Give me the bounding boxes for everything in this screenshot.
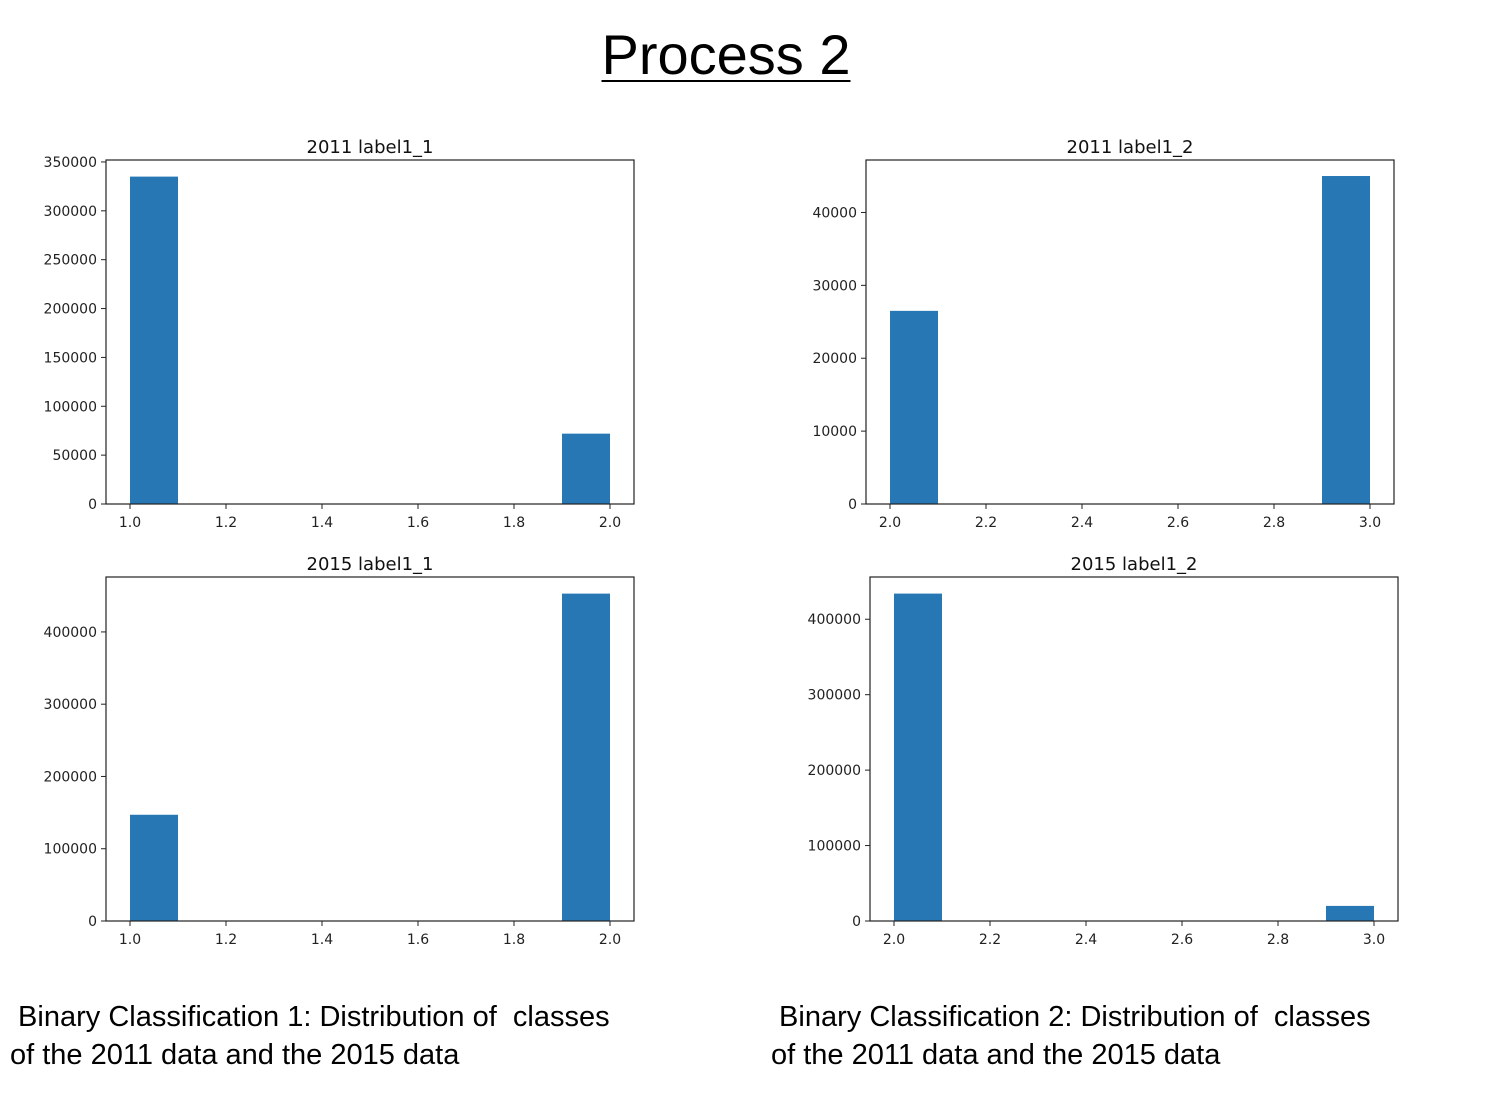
y-tick-label: 200000	[44, 302, 97, 318]
plot-frame	[105, 576, 635, 922]
y-tick-label: 50000	[52, 448, 97, 464]
y-tick-label: 300000	[44, 204, 97, 220]
y-tick-label: 40000	[812, 205, 857, 221]
caption-left-line-1: Binary Classification 1: Distribution of…	[10, 1001, 610, 1033]
x-tick-label: 2.0	[599, 515, 621, 531]
y-tick-label: 400000	[44, 625, 97, 641]
x-tick-label: 2.2	[979, 932, 1001, 948]
caption-right-line-1: Binary Classification 2: Distribution of…	[771, 1001, 1371, 1033]
histogram-bar	[894, 593, 942, 921]
y-tick-label: 0	[88, 497, 97, 513]
x-tick-label: 1.4	[311, 515, 333, 531]
chart-title: 2015 label1_2	[1071, 554, 1198, 575]
x-tick-label: 2.4	[1075, 932, 1097, 948]
y-tick-label: 0	[848, 497, 857, 513]
y-tick-label: 30000	[812, 278, 857, 294]
histogram-bar	[562, 593, 610, 921]
x-tick-label: 2.0	[599, 932, 621, 948]
x-tick-label: 2.8	[1263, 515, 1285, 531]
histogram-bar	[130, 814, 178, 921]
x-tick-label: 2.0	[879, 515, 901, 531]
y-tick-label: 10000	[812, 424, 857, 440]
x-tick-label: 1.4	[311, 932, 333, 948]
y-tick-label: 300000	[808, 688, 861, 704]
y-tick-label: 250000	[44, 253, 97, 269]
caption-left: Binary Classification 1: Distribution of…	[10, 998, 610, 1074]
x-tick-label: 1.8	[503, 932, 525, 948]
x-tick-label: 2.6	[1171, 932, 1193, 948]
histogram-bar	[1322, 176, 1370, 504]
chart-title: 2011 label1_2	[1067, 137, 1194, 158]
y-tick-label: 0	[88, 914, 97, 930]
x-tick-label: 3.0	[1359, 515, 1381, 531]
histogram-bar	[1326, 905, 1374, 921]
x-tick-label: 2.6	[1167, 515, 1189, 531]
y-tick-label: 400000	[808, 612, 861, 628]
histogram-bar	[890, 310, 938, 504]
histogram-bar	[562, 433, 610, 504]
y-tick-label: 0	[852, 914, 861, 930]
y-tick-label: 200000	[808, 763, 861, 779]
chart-title: 2011 label1_1	[307, 137, 434, 158]
x-tick-label: 2.2	[975, 515, 997, 531]
histogram-4: 2.0 2.2 2.4 2.6 2.8 3.0 0 100000 200000 300000 400…	[808, 554, 1399, 948]
y-tick-label: 100000	[808, 839, 861, 855]
y-tick-label: 20000	[812, 351, 857, 367]
x-tick-label: 1.8	[503, 515, 525, 531]
histogram-3: 1.0 1.2 1.4 1.6 1.8 2.0 0 100000 200000 300000 400…	[44, 554, 635, 948]
histogram-1: 1.0 1.2 1.4 1.6 1.8 2.0 0 50000 100000 150000 2000…	[44, 137, 635, 531]
x-tick-label: 1.0	[119, 932, 141, 948]
x-tick-label: 2.8	[1267, 932, 1289, 948]
plot-frame	[865, 159, 1395, 505]
x-tick-label: 1.0	[119, 515, 141, 531]
x-tick-label: 3.0	[1363, 932, 1385, 948]
plot-frame	[869, 576, 1399, 922]
caption-left-line-2: of the 2011 data and the 2015 data	[10, 1039, 460, 1071]
y-tick-label: 350000	[44, 155, 97, 171]
page-title: Process 2	[601, 23, 851, 86]
y-tick-label: 200000	[44, 769, 97, 785]
x-tick-label: 1.2	[215, 515, 237, 531]
x-tick-label: 2.4	[1071, 515, 1093, 531]
x-tick-label: 1.2	[215, 932, 237, 948]
caption-right-line-2: of the 2011 data and the 2015 data	[771, 1039, 1221, 1071]
histogram-bar	[130, 176, 178, 505]
chart-title: 2015 label1_1	[307, 554, 434, 575]
y-tick-label: 150000	[44, 350, 97, 366]
x-tick-label: 2.0	[883, 932, 905, 948]
caption-right: Binary Classification 2: Distribution of…	[771, 998, 1371, 1074]
plot-frame	[105, 159, 635, 505]
y-tick-label: 300000	[44, 697, 97, 713]
x-tick-label: 1.6	[407, 515, 429, 531]
histogram-2: 2.0 2.2 2.4 2.6 2.8 3.0 0 10000 20000 30000 40000 2…	[812, 137, 1395, 531]
x-tick-label: 1.6	[407, 932, 429, 948]
y-tick-label: 100000	[44, 842, 97, 858]
y-tick-label: 100000	[44, 399, 97, 415]
